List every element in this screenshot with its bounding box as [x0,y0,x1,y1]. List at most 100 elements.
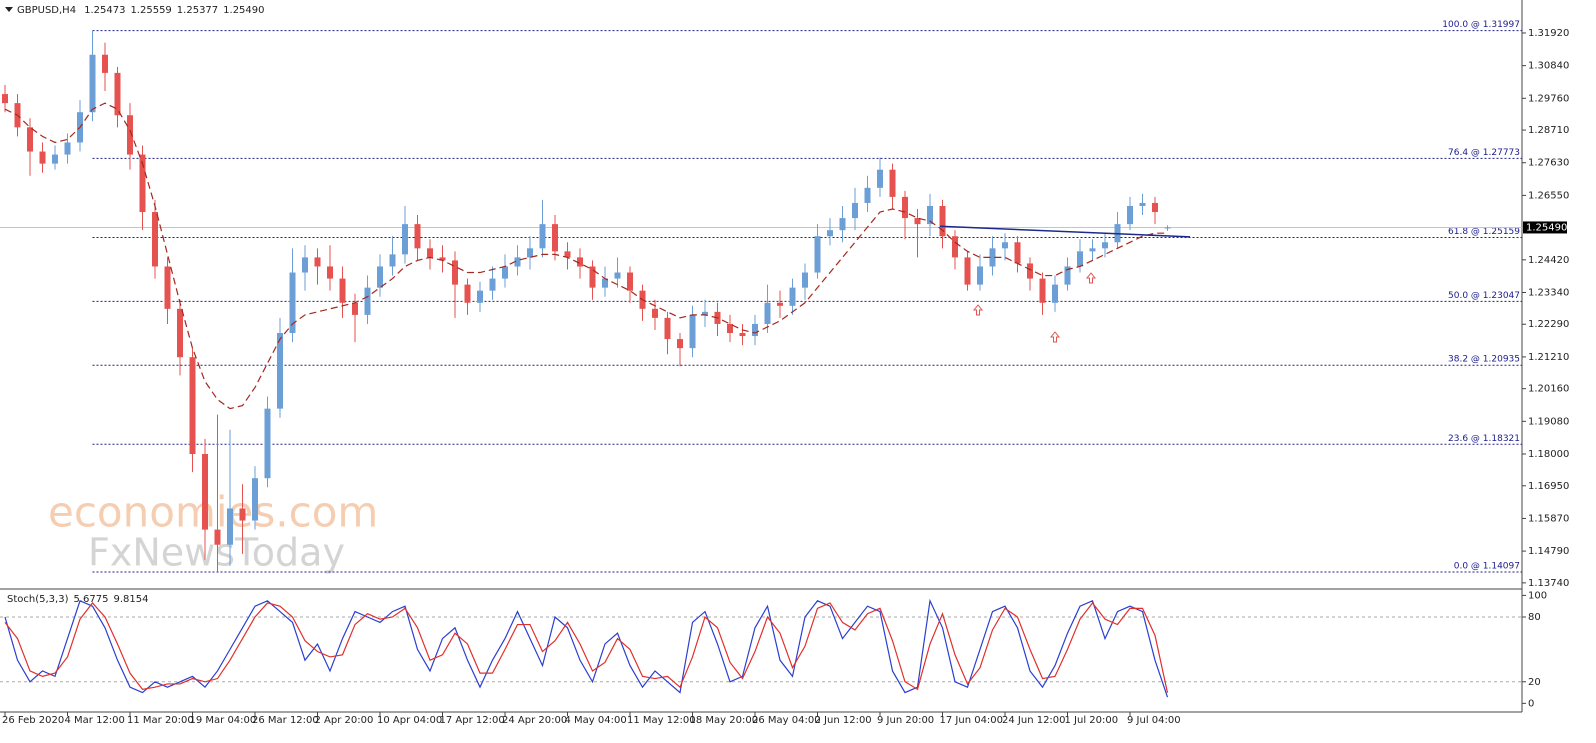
last-price-label: 1.25490 [1526,222,1567,233]
candle-body [327,266,333,279]
candle-body [1089,248,1096,252]
y-tick-label: 1.27630 [1528,158,1569,169]
candle-body [39,151,46,164]
x-tick-label: 1 Jul 20:00 [1065,715,1119,726]
high-value: 1.25559 [130,5,171,16]
candle-body [1127,205,1133,225]
y-tick-label: 1.26550 [1528,190,1569,201]
x-tick-label: 11 May 12:00 [627,715,696,726]
candle-body [789,287,796,306]
candle-body [102,54,108,73]
candle-body [1139,202,1146,206]
candle-body [1027,263,1033,279]
candle-body [752,323,758,337]
candle-body [927,205,933,225]
candle-body [877,169,883,188]
signal-arrows [972,272,1097,343]
watermark: economies.com FxNewsToday [48,488,378,575]
x-tick-label: 2 Apr 20:00 [315,715,374,726]
x-tick-label: 4 Mar 12:00 [65,715,125,726]
candle-body [352,302,358,315]
candle-body [114,72,121,116]
candle-body [127,115,133,155]
candle-body [564,251,571,258]
candle-body [827,230,833,237]
candle-body [1039,278,1046,303]
candle-body [339,278,346,303]
candle-body [1102,242,1108,249]
stoch-line [4,601,1169,693]
stoch-header: Stoch(5,3,3) 5.6775 9.8154 [7,594,148,605]
candle-body [264,408,271,479]
candle-body [864,187,871,203]
x-tick-label: 24 Jun 12:00 [1002,715,1066,726]
y-tick-label: 1.28710 [1528,125,1569,136]
candle-body [602,278,608,288]
candle-body [1077,251,1083,267]
candle-body [764,302,771,324]
trendline [939,225,1191,238]
candle-body [89,54,96,113]
candle-body [902,196,908,219]
candle-body [214,529,221,545]
candle-body [52,154,58,164]
candle-body [227,508,233,545]
y-tick-label: 1.23340 [1528,287,1569,298]
candle-body [164,266,171,309]
candle-body [589,266,596,288]
candle-body [1002,242,1008,249]
candle-body [539,224,546,249]
candle-body [277,333,283,409]
candle-body [614,272,621,279]
open-value: 1.25473 [84,5,125,16]
header-triangle [5,7,13,12]
candle-body [939,205,946,237]
candle-body [989,248,996,267]
chart-header: GBPUSD,H4 1.25473 1.25559 1.25377 1.25490 [17,5,265,16]
y-tick-label: 1.14790 [1528,546,1569,557]
candle-body [1164,227,1171,229]
candle-body [777,302,783,306]
x-tick-label: 19 Mar 04:00 [190,715,257,726]
stoch-main-value: 5.6775 [73,594,108,605]
candle-body [489,278,496,291]
candle-body [514,257,521,267]
candle-body [252,478,258,521]
candle-body [289,272,296,334]
candle-body [27,127,33,152]
x-tick-label: 17 Jun 04:00 [940,715,1004,726]
candle-body [727,323,733,334]
y-tick-label: 1.16950 [1528,481,1569,492]
y-tick-label: 1.31920 [1528,28,1569,39]
candle-body [677,339,683,349]
fib-label: 100.0 @ 1.31997 [1442,20,1520,30]
y-tick-label: 1.22290 [1528,319,1569,330]
up-arrow [972,304,984,316]
candle-body [814,236,821,273]
fib-label: 23.6 @ 1.18321 [1448,434,1520,444]
candle-body [839,218,846,231]
candle-body [452,260,458,285]
fib-label: 76.4 @ 1.27773 [1448,148,1520,158]
x-tick-label: 26 Mar 12:00 [252,715,319,726]
fib-label: 0.0 @ 1.14097 [1454,562,1520,572]
y-tick-label: 100 [1528,590,1547,601]
candle-body [702,311,708,315]
y-tick-label: 1.18000 [1528,449,1569,460]
candle-body [2,94,8,104]
candle-body [239,508,246,521]
candle-body [377,266,383,288]
moving-average [4,102,1168,410]
candle-body [664,317,671,340]
symbol: GBPUSD,H4 [17,5,76,16]
x-tick-label: 11 Mar 20:00 [127,715,194,726]
x-tick-label: 17 Apr 12:00 [440,715,505,726]
fib-label: 50.0 @ 1.23047 [1448,291,1520,301]
candle-body [914,218,921,225]
candle-body [852,202,858,219]
candle-body [439,257,446,261]
candle-body [402,224,408,255]
candle-body [577,257,583,267]
